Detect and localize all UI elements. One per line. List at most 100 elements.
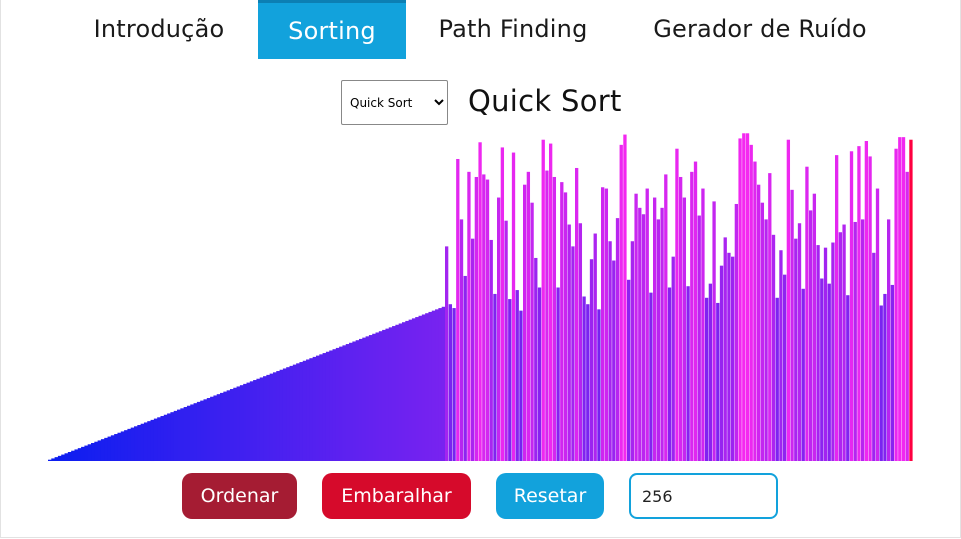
array-bar bbox=[220, 392, 224, 461]
array-bar bbox=[279, 369, 284, 461]
tab-gerador-de-ruido[interactable]: Gerador de Ruído bbox=[653, 15, 867, 43]
algorithm-select[interactable]: Quick Sort bbox=[341, 80, 448, 125]
array-bar bbox=[601, 187, 605, 461]
tab-introducao[interactable]: Introdução bbox=[93, 15, 225, 43]
array-bar bbox=[671, 256, 675, 461]
array-bar bbox=[339, 346, 344, 461]
array-bar bbox=[719, 265, 724, 461]
array-bar bbox=[213, 395, 218, 461]
array-bar bbox=[846, 295, 850, 461]
array-bar bbox=[537, 287, 542, 461]
array-bar bbox=[693, 161, 698, 461]
array-bar bbox=[641, 214, 646, 461]
array-bar bbox=[48, 459, 52, 461]
array-bar bbox=[137, 425, 142, 461]
array-bar bbox=[418, 315, 423, 461]
array-bar bbox=[448, 304, 453, 461]
active-bar bbox=[909, 139, 913, 461]
array-bar bbox=[325, 351, 330, 461]
array-bar bbox=[428, 311, 433, 461]
array-bar bbox=[775, 297, 779, 461]
array-bar bbox=[375, 332, 380, 461]
array-bar bbox=[890, 284, 895, 461]
array-bar bbox=[452, 308, 456, 461]
array-bar bbox=[124, 430, 128, 461]
array-bar bbox=[478, 142, 482, 461]
array-bar bbox=[861, 219, 865, 461]
array-bar bbox=[545, 170, 549, 462]
array-bar bbox=[382, 329, 387, 461]
array-bar bbox=[482, 174, 486, 461]
array-bar bbox=[57, 455, 62, 461]
array-bar bbox=[489, 239, 493, 461]
array-bar bbox=[372, 333, 377, 461]
array-bar bbox=[723, 237, 727, 461]
array-bar bbox=[823, 247, 828, 461]
array-bar bbox=[236, 386, 241, 461]
array-bar bbox=[398, 323, 403, 461]
array-bar bbox=[256, 378, 261, 461]
array-bar bbox=[875, 188, 880, 462]
array-bar bbox=[630, 241, 635, 461]
array-bar bbox=[679, 176, 683, 462]
array-bar bbox=[229, 389, 234, 461]
tab-sorting[interactable]: Sorting bbox=[258, 0, 406, 59]
array-bar bbox=[349, 342, 353, 461]
array-bar bbox=[459, 219, 464, 461]
array-bar bbox=[853, 221, 857, 461]
array-bar bbox=[790, 189, 794, 461]
array-size-input[interactable] bbox=[629, 473, 778, 519]
array-bar bbox=[160, 416, 165, 461]
array-bar bbox=[368, 335, 373, 461]
array-bar bbox=[582, 296, 586, 461]
array-bar bbox=[61, 454, 66, 461]
array-bar bbox=[405, 320, 410, 461]
array-bar bbox=[276, 371, 281, 461]
array-bar bbox=[471, 238, 475, 461]
array-bar bbox=[816, 245, 820, 461]
array-bar bbox=[556, 287, 560, 461]
array-bar bbox=[67, 452, 72, 461]
array-bar bbox=[768, 173, 772, 462]
array-bar bbox=[233, 387, 238, 461]
array-bar bbox=[431, 310, 436, 461]
array-bar bbox=[578, 223, 583, 461]
array-bar bbox=[401, 322, 406, 461]
array-bar bbox=[210, 396, 215, 461]
array-bar bbox=[51, 458, 56, 461]
array-bar bbox=[306, 359, 310, 461]
shuffle-button[interactable]: Embaralhar bbox=[322, 473, 471, 519]
array-bar bbox=[286, 367, 291, 461]
array-bar bbox=[167, 413, 172, 461]
array-bar bbox=[504, 220, 508, 461]
array-bar bbox=[97, 440, 102, 461]
array-bar bbox=[731, 256, 735, 461]
array-bar bbox=[760, 202, 765, 461]
array-bar bbox=[905, 171, 909, 461]
array-bar bbox=[615, 218, 620, 461]
array-bar bbox=[335, 347, 340, 461]
array-bar bbox=[764, 219, 768, 461]
array-bar bbox=[805, 166, 809, 461]
reset-button[interactable]: Resetar bbox=[496, 473, 604, 519]
array-bar bbox=[388, 327, 393, 461]
array-bar bbox=[342, 345, 347, 461]
array-bar bbox=[645, 188, 649, 462]
array-bar bbox=[246, 382, 251, 461]
array-bar bbox=[408, 319, 413, 461]
array-bar bbox=[180, 408, 185, 461]
array-bar bbox=[508, 299, 512, 461]
array-bar bbox=[150, 419, 155, 462]
array-bar bbox=[660, 207, 664, 461]
sort-button[interactable]: Ordenar bbox=[182, 473, 297, 519]
array-bar bbox=[901, 137, 906, 461]
array-bar bbox=[667, 287, 672, 461]
tab-path-finding[interactable]: Path Finding bbox=[438, 15, 588, 43]
array-bar bbox=[827, 283, 831, 461]
array-bar bbox=[91, 443, 95, 461]
array-bar bbox=[797, 223, 802, 461]
array-bar bbox=[883, 293, 887, 461]
array-bar bbox=[738, 138, 742, 461]
array-bar bbox=[289, 365, 294, 461]
array-bar bbox=[196, 401, 201, 461]
